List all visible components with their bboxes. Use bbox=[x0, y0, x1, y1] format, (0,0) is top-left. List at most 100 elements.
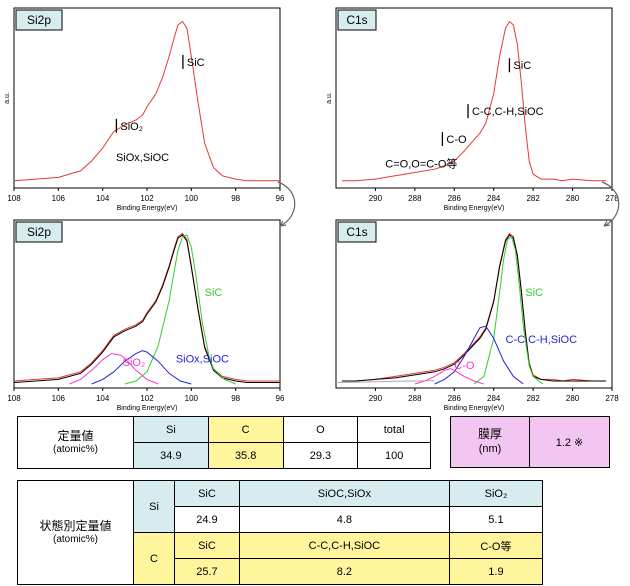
x-axis-label: Binding Energy(eV) bbox=[117, 405, 178, 412]
peak-label: SiOx,SiOC bbox=[176, 354, 229, 366]
x-tick-label: 284 bbox=[487, 394, 501, 403]
state-c-label: C bbox=[133, 532, 175, 585]
state-c-value: 25.7 bbox=[174, 558, 240, 585]
state-si-value: 4.8 bbox=[238, 506, 450, 533]
series-line bbox=[335, 380, 435, 383]
series-line bbox=[124, 234, 236, 385]
chart-si2p-fit: 108 106 104 102 100 98 96 Binding Energy(eV) SiC… bbox=[7, 219, 285, 412]
thickness-unit: (nm) bbox=[478, 443, 502, 455]
state-table: 状態別定量値 (atomic%) Si SiC SiOC,SiOx SiO₂ 2… bbox=[17, 480, 544, 585]
chart-c1s-fit: 290 288 286 284 282 280 278 Binding Energy(eV) S… bbox=[335, 219, 619, 412]
peak-label: SiC bbox=[187, 57, 205, 69]
x-tick-label: 98 bbox=[231, 194, 240, 203]
y-axis-label: a.u. bbox=[326, 92, 333, 104]
quant-header: C bbox=[207, 416, 284, 443]
series-line bbox=[341, 20, 607, 182]
quant-header: O bbox=[282, 416, 359, 443]
quant-unit: (atomic%) bbox=[52, 443, 98, 455]
x-tick-label: 102 bbox=[140, 194, 154, 203]
x-tick-label: 96 bbox=[276, 394, 285, 403]
x-tick-label: 106 bbox=[52, 394, 66, 403]
chart-tag bbox=[337, 9, 377, 31]
state-c-header: C-C,C-H,SiOC bbox=[238, 532, 450, 559]
series-line bbox=[434, 325, 524, 385]
state-unit: (atomic%) bbox=[52, 533, 98, 545]
chart-tag-label: C1s bbox=[346, 13, 367, 27]
state-c-header: C-O等 bbox=[448, 532, 544, 559]
x-tick-label: 278 bbox=[605, 394, 619, 403]
chart-tag-label: C1s bbox=[346, 225, 367, 239]
x-tick-label: 290 bbox=[369, 194, 383, 203]
state-c-value: 8.2 bbox=[238, 558, 450, 585]
plot-frame bbox=[13, 219, 281, 389]
x-tick-label: 288 bbox=[408, 194, 422, 203]
quant-value: 29.3 bbox=[282, 442, 359, 469]
state-label: 状態別定量値 bbox=[39, 518, 112, 533]
plot-frame bbox=[13, 7, 281, 189]
thickness-table: 膜厚 (nm) 1.2 ※ bbox=[450, 416, 610, 468]
chart-tag bbox=[337, 221, 377, 243]
series-line bbox=[414, 368, 485, 385]
peak-label: C-C,C-H,SiOC bbox=[506, 334, 578, 346]
chart-tag-label: Si2p bbox=[27, 13, 51, 27]
x-tick-label: 104 bbox=[96, 194, 110, 203]
series-line bbox=[91, 350, 192, 385]
x-tick-label: 282 bbox=[526, 194, 540, 203]
x-tick-label: 280 bbox=[566, 394, 580, 403]
x-axis-label: Binding Energy(eV) bbox=[444, 405, 505, 412]
peak-label: C-O bbox=[446, 134, 467, 146]
series-line bbox=[13, 234, 280, 383]
peak-label: SiC bbox=[513, 60, 531, 72]
peak-label: SiC bbox=[525, 287, 543, 299]
chart-c1s-raw: 290 288 286 284 282 280 278 Binding Energy(eV) a… bbox=[326, 7, 619, 212]
peak-label: SiO₂ bbox=[120, 121, 143, 133]
state-si-header: SiC bbox=[174, 480, 240, 507]
x-tick-label: 286 bbox=[448, 194, 462, 203]
x-tick-label: 106 bbox=[52, 194, 66, 203]
series-line bbox=[13, 20, 280, 182]
x-tick-label: 104 bbox=[96, 394, 110, 403]
x-tick-label: 282 bbox=[526, 394, 540, 403]
state-c-value: 1.9 bbox=[448, 558, 544, 585]
chart-tag bbox=[15, 221, 63, 243]
quant-label: 定量値 bbox=[57, 428, 94, 443]
plot-frame bbox=[335, 7, 613, 189]
x-tick-label: 284 bbox=[487, 194, 501, 203]
chart-tag-label: Si2p bbox=[27, 225, 51, 239]
x-axis-label: Binding Energy(eV) bbox=[444, 205, 505, 212]
thickness-label: 膜厚 bbox=[477, 427, 502, 441]
quant-value: 35.8 bbox=[207, 442, 284, 469]
x-tick-label: 108 bbox=[7, 394, 21, 403]
x-tick-label: 100 bbox=[185, 394, 199, 403]
quant-table: 定量値 (atomic%) Si C O total 34.9 35.8 29.… bbox=[17, 416, 431, 469]
x-tick-label: 100 bbox=[185, 194, 199, 203]
state-si-value: 5.1 bbox=[448, 506, 544, 533]
x-tick-label: 280 bbox=[566, 194, 580, 203]
quant-header: total bbox=[357, 416, 431, 443]
state-si-label: Si bbox=[133, 480, 175, 533]
thickness-value: 1.2 ※ bbox=[529, 416, 610, 468]
x-tick-label: 286 bbox=[448, 394, 462, 403]
quant-value: 100 bbox=[357, 442, 431, 469]
state-si-header: SiO₂ bbox=[448, 480, 544, 507]
peak-label: SiOx,SiOC bbox=[116, 152, 169, 164]
chart-si2p-raw: 108 106 104 102 100 98 96 Binding Energy(eV) a.u… bbox=[4, 7, 285, 212]
peak-label: C-O bbox=[454, 360, 475, 372]
series-line bbox=[69, 353, 159, 385]
peak-label: C-C,C-H,SiOC bbox=[472, 106, 544, 118]
x-tick-label: 278 bbox=[605, 194, 619, 203]
x-tick-label: 98 bbox=[231, 394, 240, 403]
down-arrow-icon bbox=[277, 181, 296, 227]
x-tick-label: 290 bbox=[369, 394, 383, 403]
state-si-header: SiOC,SiOx bbox=[238, 480, 450, 507]
x-tick-label: 288 bbox=[408, 394, 422, 403]
peak-label: SiO₂ bbox=[123, 357, 146, 369]
peak-label: C=O,O=C-O等 bbox=[385, 157, 457, 171]
down-arrow-icon bbox=[601, 181, 620, 227]
chart-tag bbox=[15, 9, 63, 31]
peak-label: SiC bbox=[205, 287, 223, 299]
quant-header: Si bbox=[133, 416, 209, 443]
quant-value: 34.9 bbox=[133, 442, 209, 469]
x-tick-label: 108 bbox=[7, 194, 21, 203]
state-c-header: SiC bbox=[174, 532, 240, 559]
